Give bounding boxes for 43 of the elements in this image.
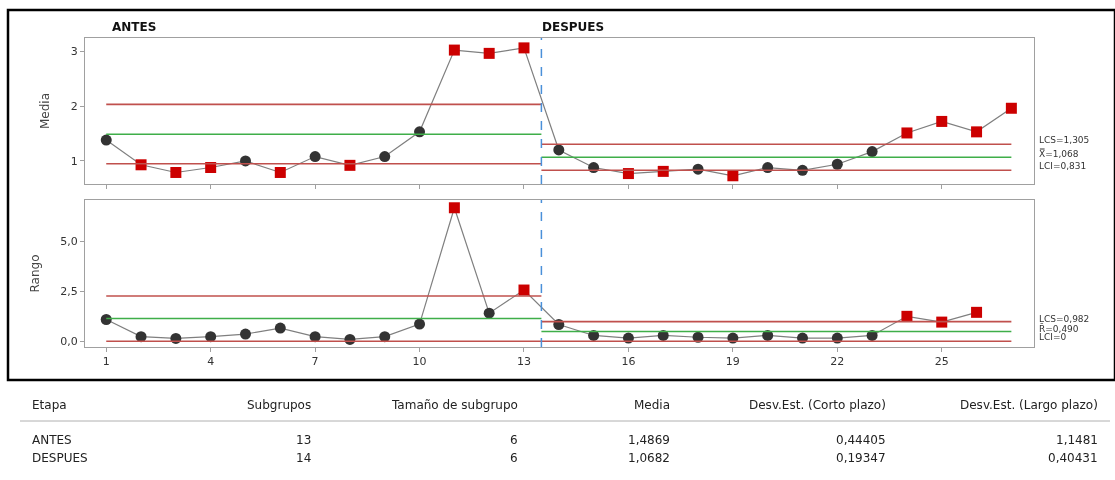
text: 0,40431 xyxy=(1048,451,1098,465)
x-tick-label: 1 xyxy=(102,355,110,369)
x-tick-label: 4 xyxy=(207,355,215,369)
x-tick-label: 25 xyxy=(934,355,949,369)
text: LCS=1,305 xyxy=(1039,135,1090,145)
text: 0,19347 xyxy=(836,451,886,465)
x-tick-label: 10 xyxy=(412,355,427,369)
y-tick-label: 2 xyxy=(70,99,78,113)
text: 1,4869 xyxy=(628,433,670,447)
text: LCI=0 xyxy=(1039,332,1067,342)
y-axis-title: Media xyxy=(38,92,53,130)
text: X̿=1,068 xyxy=(1039,148,1079,159)
text: ANTES xyxy=(32,433,72,447)
text: 13 xyxy=(296,433,312,447)
text: 1,1481 xyxy=(1056,433,1098,447)
x-tick-label: 13 xyxy=(516,355,531,369)
text: 6 xyxy=(510,433,518,447)
text: Media xyxy=(634,398,671,412)
text: 1,0682 xyxy=(628,451,670,465)
text: LCS=0,982 xyxy=(1039,314,1090,324)
text: Subgrupos xyxy=(247,398,312,412)
y-tick-label: 5,0 xyxy=(60,235,78,249)
x-tick-label: 19 xyxy=(725,355,740,369)
text: Desv.Est. (Largo plazo) xyxy=(960,398,1098,412)
text: ANTES xyxy=(112,20,157,34)
text: R̄=0,490 xyxy=(1039,323,1079,334)
x-tick-label: 16 xyxy=(621,355,636,369)
x-tick-label: 22 xyxy=(830,355,845,369)
text: Tamaño de subgrupo xyxy=(391,398,518,412)
y-tick-label: 2,5 xyxy=(60,285,78,299)
x-tick-label: 7 xyxy=(311,355,319,369)
text: 6 xyxy=(510,451,518,465)
y-tick-label: 1 xyxy=(70,154,78,168)
text: LCI=0,831 xyxy=(1039,161,1087,171)
y-axis-title: Rango xyxy=(27,254,42,293)
text: Etapa xyxy=(32,398,67,412)
text: DESPUES xyxy=(542,20,605,34)
text: 0,44405 xyxy=(836,433,886,447)
y-tick-label: 0,0 xyxy=(60,335,78,349)
text: DESPUES xyxy=(32,451,88,465)
y-tick-label: 3 xyxy=(70,45,78,59)
text: Desv.Est. (Corto plazo) xyxy=(749,398,886,412)
text: 14 xyxy=(296,451,312,465)
